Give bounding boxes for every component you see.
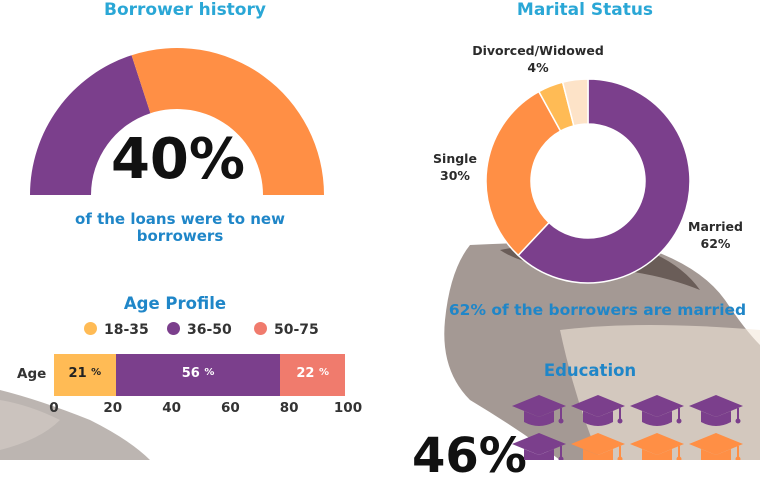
age-segment-percent: % bbox=[91, 367, 102, 378]
graduation-cap-icon bbox=[512, 395, 566, 426]
age-axis-tick: 100 bbox=[333, 400, 363, 416]
label-single: Single 30% bbox=[425, 150, 485, 184]
gauge-segment-new bbox=[30, 55, 151, 196]
age-axis-tick: 80 bbox=[279, 400, 299, 416]
age-segment-percent: % bbox=[204, 367, 215, 378]
age-axis-tick: 0 bbox=[49, 400, 59, 416]
age-axis-tick: 40 bbox=[162, 400, 181, 416]
borrower-history-percent: 40% bbox=[110, 127, 246, 192]
age-segment-36-50: 56 % bbox=[115, 354, 281, 396]
label-married-name: Married bbox=[688, 219, 743, 234]
graduation-cap-icon bbox=[689, 433, 743, 460]
marital-status-donut bbox=[485, 78, 691, 284]
borrower-history-caption: of the loans were to new borrowers bbox=[30, 211, 330, 245]
caption-line-1: of the loans were to new bbox=[75, 210, 285, 228]
label-divorced-pct: 4% bbox=[527, 60, 549, 75]
label-divorced-name: Divorced/Widowed bbox=[472, 43, 604, 58]
graduation-cap-icon bbox=[571, 395, 625, 426]
marital-status-title: Marital Status bbox=[516, 0, 654, 20]
label-single-name: Single bbox=[433, 151, 477, 166]
age-segment-label: 22 % bbox=[296, 366, 330, 381]
education-title: Education bbox=[543, 361, 637, 380]
legend-label: 36-50 bbox=[187, 322, 232, 338]
graduation-cap-icon bbox=[571, 433, 625, 460]
age-axis-ticks: 0 20 40 60 80 100 bbox=[49, 400, 362, 418]
graduation-cap-icon bbox=[630, 433, 684, 460]
age-axis-tick: 20 bbox=[103, 400, 123, 416]
graduation-cap-icon bbox=[630, 395, 684, 426]
age-stacked-bar: 21 % 56 % 22 % bbox=[54, 354, 348, 396]
label-divorced: Divorced/Widowed 4% bbox=[468, 42, 608, 76]
donut-slice-other bbox=[561, 78, 589, 127]
age-profile-title: Age Profile bbox=[123, 294, 227, 313]
legend-18-35: 18-35 bbox=[84, 322, 149, 338]
age-segment-label: 56 % bbox=[181, 366, 215, 381]
legend-label: 18-35 bbox=[104, 322, 149, 338]
borrower-history-title: Borrower history bbox=[104, 0, 266, 20]
donut-slice-married bbox=[517, 78, 691, 284]
label-married-pct: 62% bbox=[700, 236, 731, 251]
legend-50-75: 50-75 bbox=[254, 322, 319, 338]
age-segment-percent: % bbox=[319, 367, 330, 378]
legend-dot-yellow-icon bbox=[84, 322, 97, 335]
caption-line-2: borrowers bbox=[136, 227, 224, 245]
legend-dot-salmon-icon bbox=[254, 322, 267, 335]
donut-slice-single bbox=[485, 90, 562, 257]
borrower-history-gauge bbox=[30, 47, 324, 196]
age-segment-18-35: 21 % bbox=[54, 354, 116, 396]
label-single-pct: 30% bbox=[440, 168, 470, 183]
age-axis-tick: 60 bbox=[220, 400, 240, 416]
graduation-cap-icon bbox=[689, 395, 743, 426]
marital-caption: 62% of the borrowers are married bbox=[448, 301, 747, 319]
label-married: Married 62% bbox=[683, 218, 748, 252]
legend-dot-purple-icon bbox=[167, 322, 180, 335]
age-segment-50-75: 22 % bbox=[280, 354, 346, 396]
legend-36-50: 36-50 bbox=[167, 322, 232, 338]
graduation-cap-icon bbox=[512, 433, 566, 460]
age-row-label: Age bbox=[17, 366, 47, 382]
age-segment-label: 21 % bbox=[68, 366, 102, 381]
legend-label: 50-75 bbox=[274, 322, 319, 338]
graduation-caps bbox=[512, 395, 743, 460]
gauge-segment-returning bbox=[131, 47, 324, 195]
